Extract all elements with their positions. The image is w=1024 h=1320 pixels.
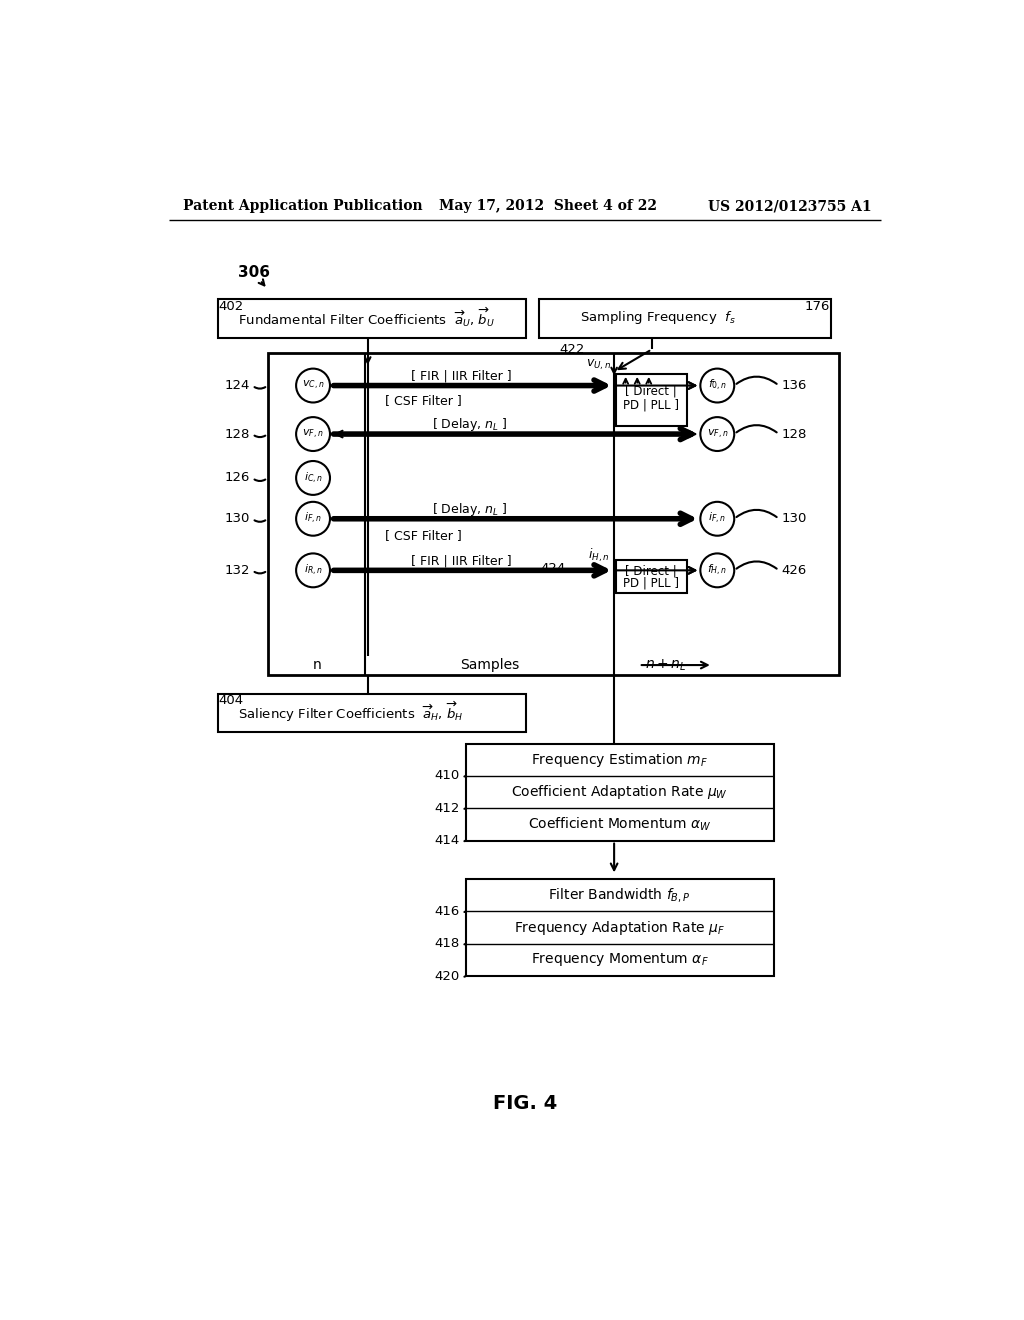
- Text: Samples: Samples: [460, 659, 519, 672]
- Text: 124: 124: [224, 379, 250, 392]
- Bar: [217, 300, 525, 338]
- Text: 402: 402: [218, 300, 244, 313]
- Text: 404: 404: [218, 694, 244, 708]
- Bar: [615, 560, 686, 593]
- Text: Sampling Frequency  $f_s$: Sampling Frequency $f_s$: [581, 309, 736, 326]
- Text: $i_{H,n}$: $i_{H,n}$: [588, 546, 609, 564]
- Text: 128: 128: [781, 428, 807, 441]
- Text: 416: 416: [435, 906, 460, 917]
- Text: 424: 424: [540, 562, 565, 576]
- Text: 410: 410: [435, 770, 460, 783]
- Text: $i_{F,n}$: $i_{F,n}$: [304, 511, 322, 527]
- Text: 128: 128: [224, 428, 250, 441]
- Text: 136: 136: [781, 379, 807, 392]
- Text: [ FIR | IIR Filter ]: [ FIR | IIR Filter ]: [412, 370, 512, 383]
- Text: PD | PLL ]: PD | PLL ]: [623, 577, 679, 590]
- Text: Frequency Momentum $\alpha_F$: Frequency Momentum $\alpha_F$: [530, 952, 709, 969]
- Text: $i_{R,n}$: $i_{R,n}$: [303, 562, 323, 578]
- Text: [ CSF Filter ]: [ CSF Filter ]: [385, 529, 462, 543]
- Text: Patent Application Publication: Patent Application Publication: [183, 199, 423, 213]
- Text: $f_{H,n}$: $f_{H,n}$: [708, 562, 727, 578]
- Text: 412: 412: [435, 801, 460, 814]
- Text: FIG. 4: FIG. 4: [493, 1094, 557, 1114]
- Text: $i_{C,n}$: $i_{C,n}$: [303, 470, 323, 486]
- Text: US 2012/0123755 A1: US 2012/0123755 A1: [708, 199, 871, 213]
- Text: Coefficient Momentum $\alpha_W$: Coefficient Momentum $\alpha_W$: [527, 816, 712, 833]
- Text: 414: 414: [435, 834, 460, 847]
- Circle shape: [296, 417, 330, 451]
- Circle shape: [700, 417, 734, 451]
- Text: [ Direct |: [ Direct |: [626, 565, 677, 578]
- Text: Coefficient Adaptation Rate $\mu_W$: Coefficient Adaptation Rate $\mu_W$: [511, 783, 728, 801]
- Bar: [466, 879, 773, 977]
- Text: 420: 420: [435, 970, 460, 982]
- Text: 418: 418: [435, 937, 460, 950]
- Text: 426: 426: [781, 564, 807, 577]
- Circle shape: [296, 502, 330, 536]
- Circle shape: [296, 461, 330, 495]
- Text: n: n: [312, 659, 322, 672]
- Bar: [539, 300, 831, 338]
- Circle shape: [296, 368, 330, 403]
- Text: $v_{C,n}$: $v_{C,n}$: [302, 379, 325, 392]
- Text: $f_{0,n}$: $f_{0,n}$: [708, 378, 727, 393]
- Text: [ Direct |: [ Direct |: [626, 384, 677, 397]
- Text: Frequency Adaptation Rate $\mu_F$: Frequency Adaptation Rate $\mu_F$: [514, 919, 725, 937]
- Text: Frequency Estimation $m_F$: Frequency Estimation $m_F$: [531, 751, 708, 768]
- Circle shape: [700, 502, 734, 536]
- Circle shape: [700, 368, 734, 403]
- Text: [ Delay, $n_L$ ]: [ Delay, $n_L$ ]: [431, 416, 507, 433]
- Text: 130: 130: [224, 512, 250, 525]
- Text: [ FIR | IIR Filter ]: [ FIR | IIR Filter ]: [412, 554, 512, 568]
- Text: Saliency Filter Coefficients  $\overrightarrow{a}_H$, $\overrightarrow{b}_H$: Saliency Filter Coefficients $\overright…: [239, 700, 464, 725]
- Bar: [615, 374, 686, 426]
- Text: 126: 126: [224, 471, 250, 484]
- Text: Fundamental Filter Coefficients  $\overrightarrow{a}_U$, $\overrightarrow{b}_U$: Fundamental Filter Coefficients $\overri…: [239, 306, 496, 330]
- Bar: [267, 354, 839, 675]
- Text: 422: 422: [559, 343, 585, 356]
- Text: May 17, 2012  Sheet 4 of 22: May 17, 2012 Sheet 4 of 22: [438, 199, 656, 213]
- Text: 130: 130: [781, 512, 807, 525]
- Text: Filter Bandwidth $f_{B,P}$: Filter Bandwidth $f_{B,P}$: [548, 886, 691, 904]
- Text: 132: 132: [224, 564, 250, 577]
- Circle shape: [296, 553, 330, 587]
- Text: $v_{F,n}$: $v_{F,n}$: [707, 428, 728, 441]
- Text: $v_{U,n}$: $v_{U,n}$: [586, 358, 611, 372]
- Text: $i_{F,n}$: $i_{F,n}$: [709, 511, 726, 527]
- Bar: [466, 743, 773, 841]
- Text: [ Delay, $n_L$ ]: [ Delay, $n_L$ ]: [431, 502, 507, 517]
- Bar: [217, 693, 525, 733]
- Text: [ CSF Filter ]: [ CSF Filter ]: [385, 395, 462, 408]
- Text: PD | PLL ]: PD | PLL ]: [623, 399, 679, 412]
- Circle shape: [700, 553, 734, 587]
- Text: 306: 306: [239, 265, 270, 280]
- Text: 176: 176: [804, 300, 829, 313]
- Text: $n+n_L$: $n+n_L$: [645, 657, 686, 673]
- Text: $v_{F,n}$: $v_{F,n}$: [302, 428, 324, 441]
